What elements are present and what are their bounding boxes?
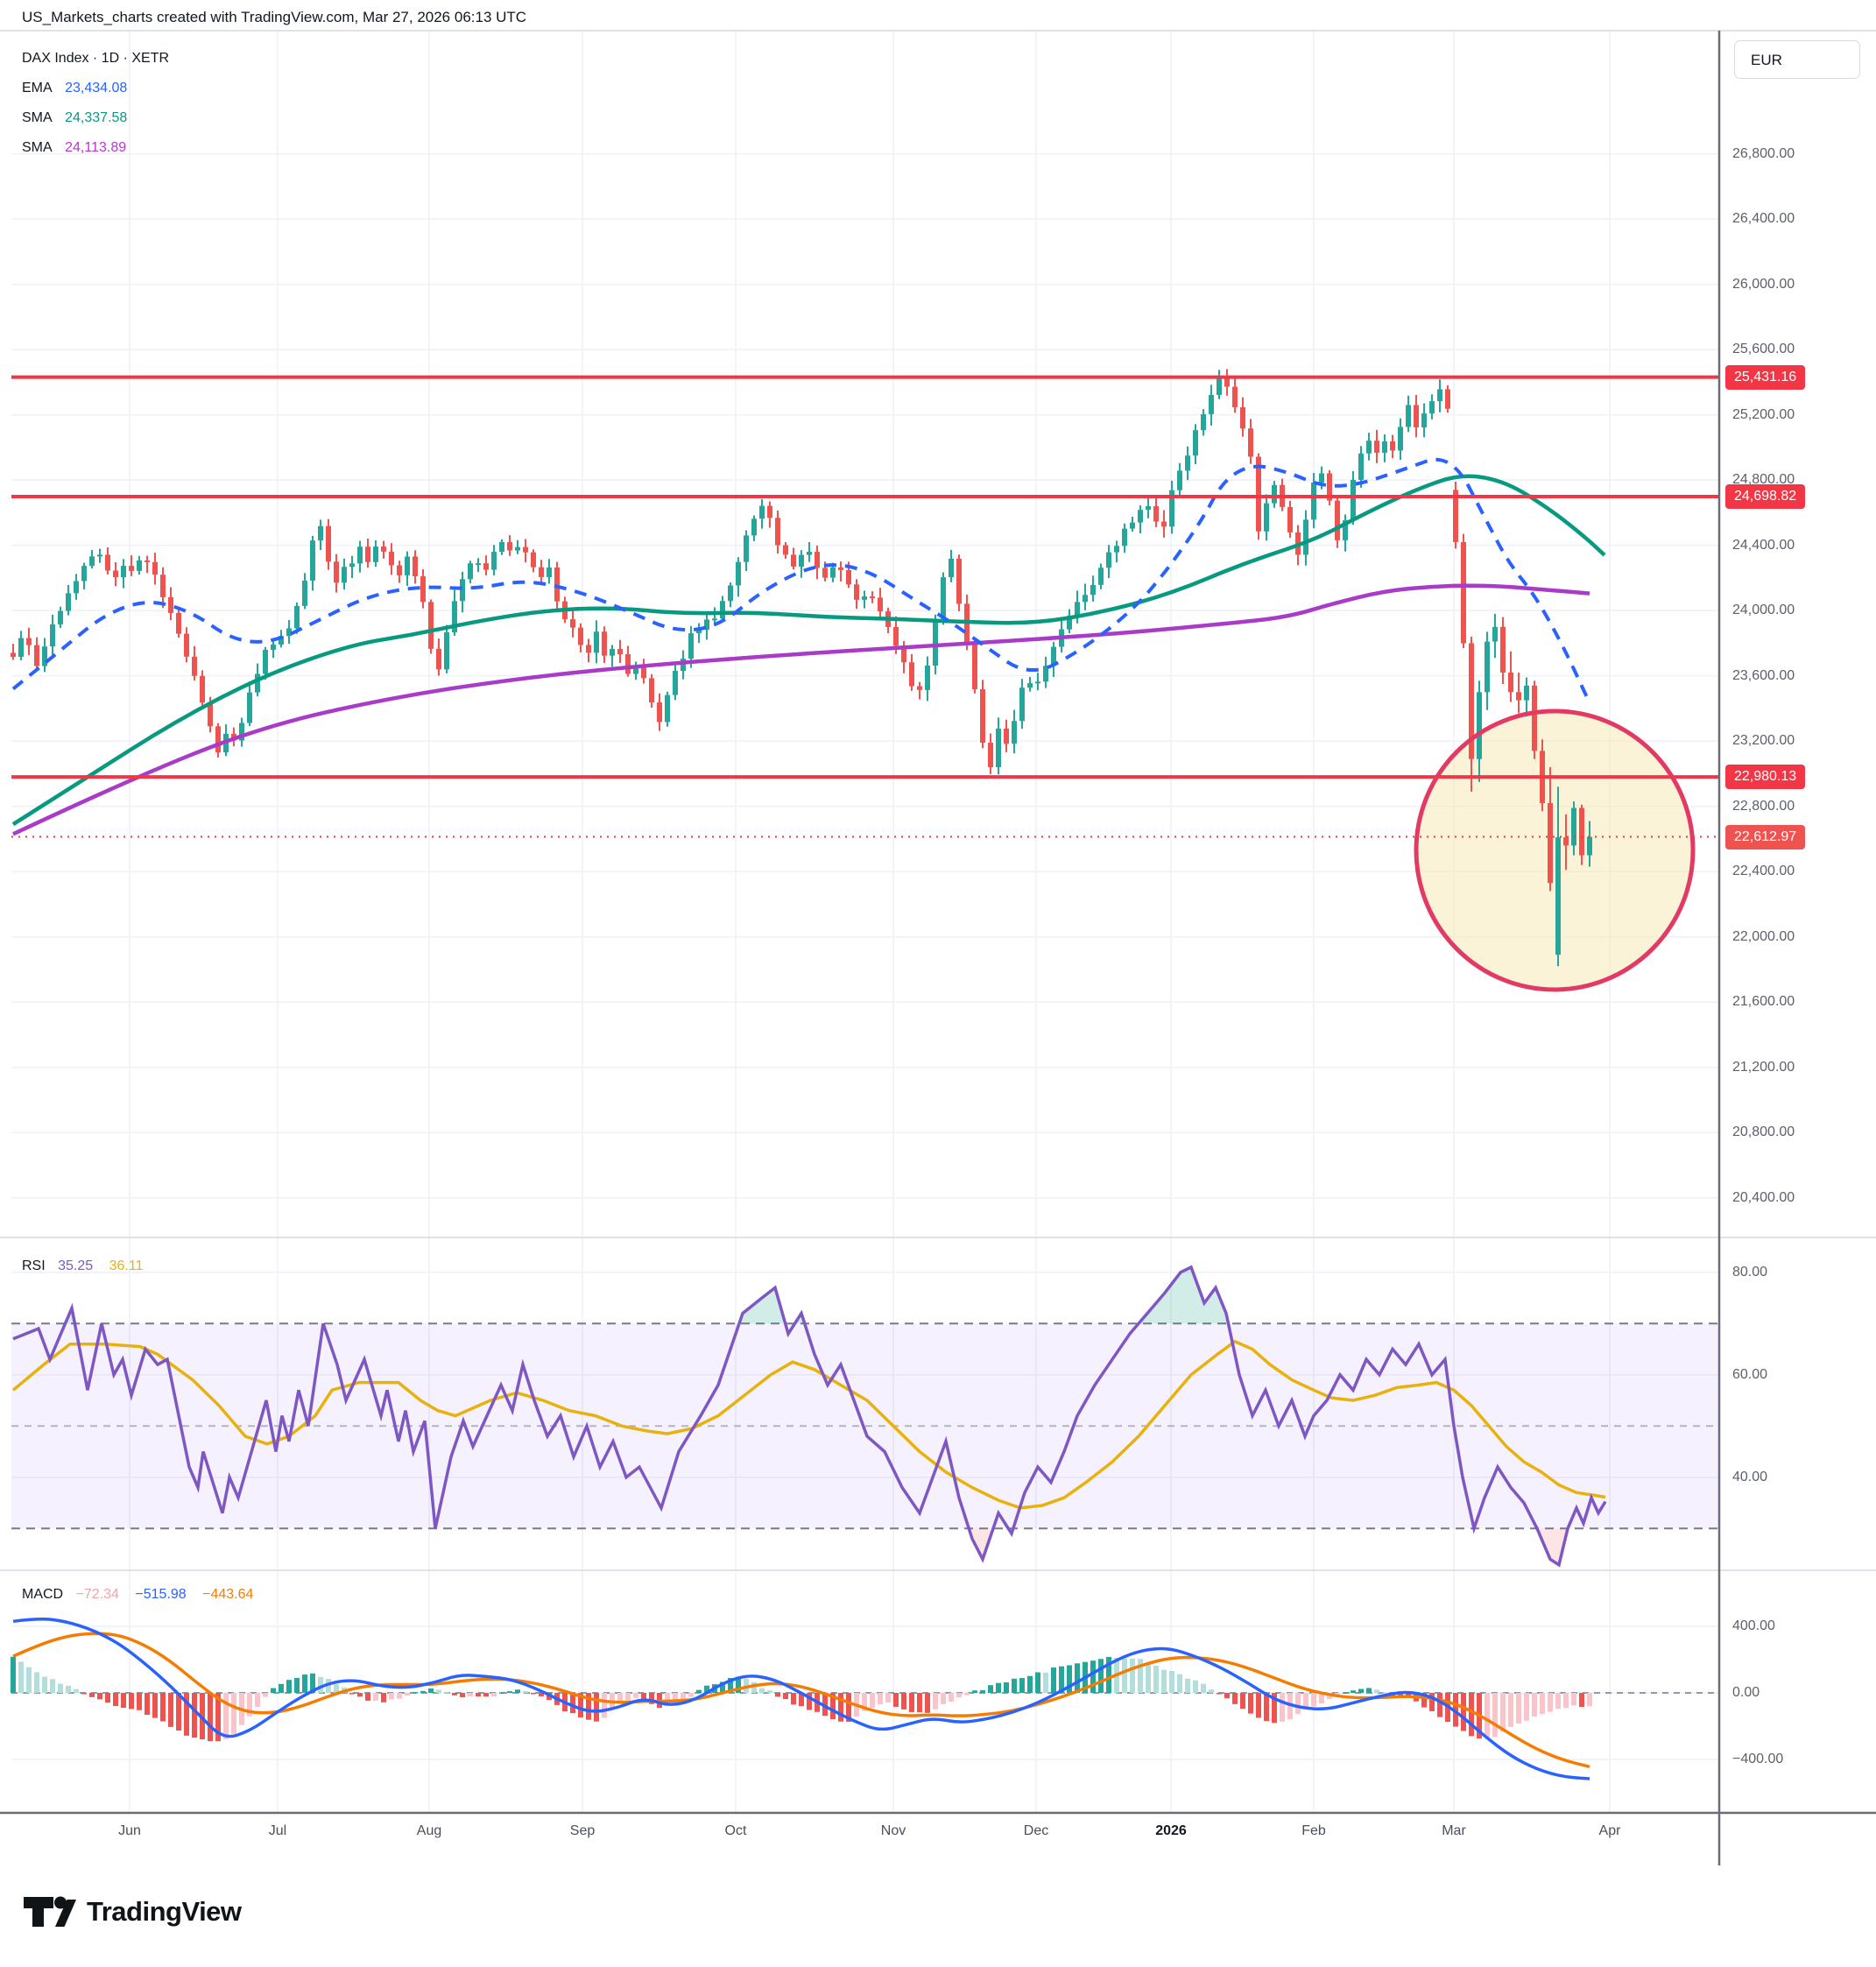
month-label: Oct xyxy=(724,1823,747,1838)
tradingview-logo-icon xyxy=(24,1896,76,1927)
tradingview-logo[interactable]: TradingView xyxy=(22,1892,242,1932)
currency-button[interactable]: EUR xyxy=(1734,40,1860,79)
price-tick: 23,200.00 xyxy=(1732,733,1795,749)
current-price-tag: 22,612.97 xyxy=(1725,824,1806,850)
month-label: Dec xyxy=(1023,1823,1049,1838)
highlight-circle xyxy=(1414,709,1696,992)
level-price-tag: 24,698.82 xyxy=(1725,484,1806,509)
sma-fast-value: 24,337.58 xyxy=(65,110,128,125)
price-tick: 22,400.00 xyxy=(1732,864,1795,879)
ema-value: 23,434.08 xyxy=(65,81,128,95)
price-tick: 26,800.00 xyxy=(1732,145,1795,161)
legend-row-sma-slow[interactable]: SMA 24,113.89 xyxy=(22,140,127,155)
price-tick: 21,200.00 xyxy=(1732,1059,1795,1075)
price-tick: 20,800.00 xyxy=(1732,1125,1795,1140)
month-label: 2026 xyxy=(1155,1823,1187,1838)
macd-signal-value: −443.64 xyxy=(202,1587,254,1602)
macd-hist-value: −72.34 xyxy=(75,1587,119,1602)
macd-line-value: −515.98 xyxy=(135,1587,187,1602)
rsi-tick: 60.00 xyxy=(1732,1366,1768,1382)
legend-row-ema[interactable]: EMA 23,434.08 xyxy=(22,81,128,95)
price-tick: 24,000.00 xyxy=(1732,603,1795,618)
price-axis[interactable]: 26,800.00 26,400.00 26,000.00 25,600.00 25,2… xyxy=(1720,31,1876,1865)
month-label: Mar xyxy=(1442,1823,1466,1838)
sma-fast-line xyxy=(11,474,1606,827)
rsi-tick: 40.00 xyxy=(1732,1469,1768,1484)
macd-legend[interactable]: MACD −72.34 −515.98 −443.64 xyxy=(22,1587,254,1602)
price-tick: 22,800.00 xyxy=(1732,798,1795,814)
month-label: Apr xyxy=(1598,1823,1621,1838)
rsi-tick: 80.00 xyxy=(1732,1264,1768,1280)
macd-line xyxy=(12,1618,1590,1780)
rsi-ma-line xyxy=(11,1339,1606,1510)
ema-line xyxy=(11,457,1591,704)
price-tick: 26,000.00 xyxy=(1732,276,1795,292)
month-label: Nov xyxy=(880,1823,906,1838)
level-price-tag: 22,980.13 xyxy=(1725,765,1806,790)
price-tick: 23,600.00 xyxy=(1732,667,1795,683)
chart-legend: DAX Index · 1D · XETR EMA 23,434.08 SMA … xyxy=(22,44,169,163)
symbol-title: DAX Index · 1D · XETR xyxy=(22,51,170,66)
price-tick: 25,200.00 xyxy=(1732,406,1795,422)
month-label: Feb xyxy=(1301,1823,1326,1838)
rsi-line xyxy=(12,1265,1607,1568)
macd-tick: −400.00 xyxy=(1732,1752,1784,1766)
tradingview-logo-text: TradingView xyxy=(87,1896,242,1927)
price-tick: 21,600.00 xyxy=(1732,994,1795,1010)
price-tick: 24,800.00 xyxy=(1732,472,1795,488)
rsi-ma-value: 36.11 xyxy=(109,1258,144,1273)
page-title: US_Markets_charts created with TradingVi… xyxy=(22,9,527,25)
candlestick-series xyxy=(11,369,1592,967)
month-label: Jul xyxy=(268,1823,287,1838)
price-tick: 26,400.00 xyxy=(1732,211,1795,227)
rsi-legend[interactable]: RSI 35.25 36.11 xyxy=(22,1258,144,1273)
price-tick: 20,400.00 xyxy=(1732,1189,1795,1205)
month-label: Sep xyxy=(569,1823,596,1838)
price-tick: 25,600.00 xyxy=(1732,342,1795,357)
month-label: Aug xyxy=(416,1823,442,1838)
month-label: Jun xyxy=(118,1823,141,1838)
macd-signal-line xyxy=(12,1632,1590,1768)
sma-slow-value: 24,113.89 xyxy=(65,140,127,155)
price-tick: 24,400.00 xyxy=(1732,537,1795,553)
symbol-row[interactable]: DAX Index · 1D · XETR xyxy=(22,44,169,74)
rsi-value: 35.25 xyxy=(58,1258,94,1273)
legend-row-sma-fast[interactable]: SMA 24,337.58 xyxy=(22,110,128,125)
sma-slow-line xyxy=(12,583,1590,836)
level-price-tag: 25,431.16 xyxy=(1725,364,1806,390)
macd-tick: 0.00 xyxy=(1732,1685,1760,1701)
price-tick: 22,000.00 xyxy=(1732,928,1795,944)
macd-tick: 400.00 xyxy=(1732,1618,1775,1634)
